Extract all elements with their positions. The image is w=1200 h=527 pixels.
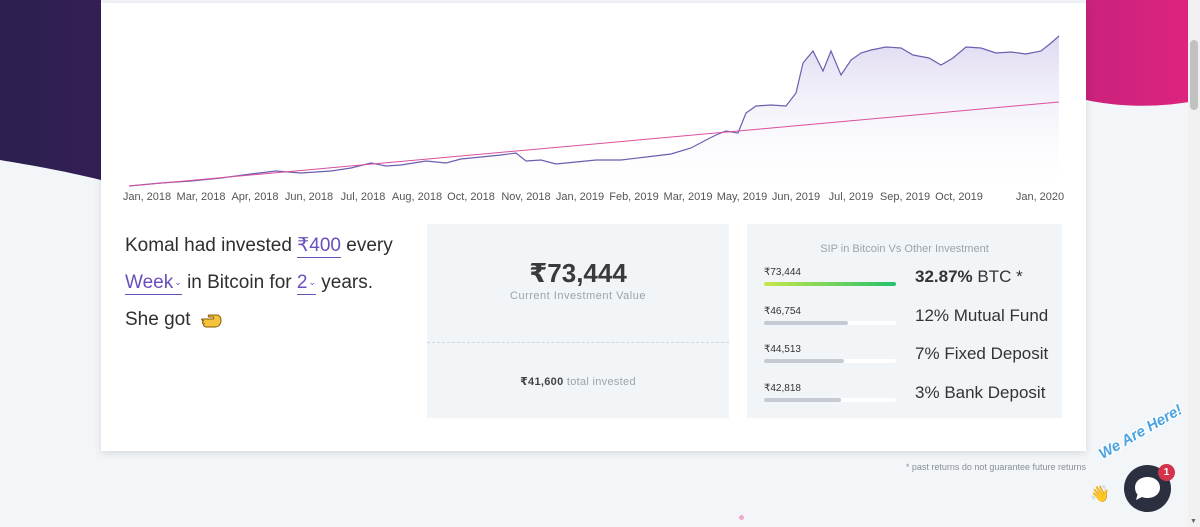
comparison-bar-track xyxy=(764,398,896,402)
current-investment-label: Current Investment Value xyxy=(510,290,646,302)
x-axis-label: Mar, 2018 xyxy=(176,191,226,203)
x-axis-label: Feb, 2019 xyxy=(609,191,659,203)
comparison-row-mutual-fund: ₹46,754 12% Mutual Fund xyxy=(764,306,1054,336)
x-axis-label: Jun, 2018 xyxy=(284,191,334,203)
comparison-bar-fill xyxy=(764,359,844,363)
comparison-title: SIP in Bitcoin Vs Other Investment xyxy=(820,243,989,255)
amount-input[interactable]: ₹400 xyxy=(297,235,341,258)
x-axis-label: Sep, 2019 xyxy=(879,191,931,203)
comparison-name: Fixed Deposit xyxy=(944,344,1049,363)
total-invested-amount: ₹41,600 xyxy=(520,376,564,388)
carousel-dot[interactable] xyxy=(739,515,744,520)
x-axis-label: Jun, 2019 xyxy=(771,191,821,203)
divider xyxy=(427,342,729,343)
value-area xyxy=(129,36,1059,186)
comparison-amount: ₹73,444 xyxy=(764,267,801,278)
scrollbar-thumb[interactable] xyxy=(1190,40,1198,110)
x-axis-label: Apr, 2018 xyxy=(231,191,279,203)
comparison-rate: 3% xyxy=(915,383,940,402)
total-invested-label: total invested xyxy=(566,376,636,388)
comparison-rate: 12% xyxy=(915,306,950,325)
comparison-bar-fill xyxy=(764,321,848,325)
sentence-text-2: every xyxy=(346,235,393,256)
x-axis-label: Jan, 2019 xyxy=(555,191,605,203)
investment-growth-chart xyxy=(128,35,1060,187)
comparison-bar-fill xyxy=(764,282,896,286)
pointing-hand-icon xyxy=(200,314,222,328)
x-axis-label: May, 2019 xyxy=(716,191,768,203)
comparison-name: BTC * xyxy=(977,267,1023,286)
sentence-text-5: She got xyxy=(125,309,191,331)
current-investment-value: ₹73,444 xyxy=(529,258,627,288)
x-axis-labels: Jan, 2018 Mar, 2018 Apr, 2018 Jun, 2018 Jul,… xyxy=(101,191,1086,207)
comparison-panel: SIP in Bitcoin Vs Other Investment ₹73,4… xyxy=(747,224,1062,418)
comparison-amount: ₹42,818 xyxy=(764,383,801,394)
sip-sentence: Komal had invested ₹400 every Week⌄ in B… xyxy=(125,227,425,338)
x-axis-label: Nov, 2018 xyxy=(501,191,551,203)
chat-bubble-icon xyxy=(1135,477,1160,500)
comparison-label: 3% Bank Deposit xyxy=(915,383,1045,403)
comparison-bar-track xyxy=(764,321,896,325)
comparison-row-fixed-deposit: ₹44,513 7% Fixed Deposit xyxy=(764,344,1054,374)
comparison-bar-track xyxy=(764,282,896,286)
chat-unread-badge: 1 xyxy=(1158,464,1175,481)
total-invested: ₹41,600 total invested xyxy=(427,375,729,388)
comparison-name: Mutual Fund xyxy=(953,306,1049,325)
frequency-value: Week xyxy=(125,272,174,293)
comparison-label: 12% Mutual Fund xyxy=(915,306,1048,326)
comparison-bar-track xyxy=(764,359,896,363)
years-select[interactable]: 2⌄ xyxy=(296,272,317,295)
comparison-row-btc: ₹73,444 32.87% BTC * xyxy=(764,267,1054,297)
comparison-label: 7% Fixed Deposit xyxy=(915,344,1048,364)
scroll-down-arrow-icon[interactable]: ▼ xyxy=(1190,518,1197,525)
invested-amount-line xyxy=(128,101,1060,187)
comparison-amount: ₹46,754 xyxy=(764,306,801,317)
past-returns-disclaimer: * past returns do not guarantee future r… xyxy=(905,462,1086,472)
chevron-down-icon: ⌄ xyxy=(174,277,182,288)
comparison-row-bank-deposit: ₹42,818 3% Bank Deposit xyxy=(764,383,1054,413)
x-axis-label: Jul, 2018 xyxy=(340,191,386,203)
x-axis-label: Oct, 2018 xyxy=(447,191,495,203)
x-axis-label: Mar, 2019 xyxy=(663,191,713,203)
comparison-label: 32.87% BTC * xyxy=(915,267,1023,287)
comparison-bar-fill xyxy=(764,398,841,402)
comparison-rate: 32.87% xyxy=(915,267,973,286)
x-axis-label: Jul, 2019 xyxy=(828,191,874,203)
waving-hand-icon: 👋 xyxy=(1090,486,1110,503)
x-axis-label: Jan, 2020 xyxy=(1015,191,1065,203)
sentence-text-3: in Bitcoin for xyxy=(187,272,292,293)
comparison-rate: 7% xyxy=(915,344,940,363)
result-panel: ₹73,444 Current Investment Value ₹41,600… xyxy=(427,224,729,418)
x-axis-label: Aug, 2018 xyxy=(391,191,443,203)
frequency-select[interactable]: Week⌄ xyxy=(125,272,182,295)
sip-calculator-card: Jan, 2018 Mar, 2018 Apr, 2018 Jun, 2018 Jul,… xyxy=(101,3,1086,451)
x-axis-label: Jan, 2018 xyxy=(122,191,172,203)
comparison-amount: ₹44,513 xyxy=(764,344,801,355)
sentence-text-1: Komal had invested xyxy=(125,235,292,256)
chevron-down-icon: ⌄ xyxy=(308,277,317,288)
sentence-text-4: years. xyxy=(321,272,374,293)
page-scrollbar[interactable]: ▼ xyxy=(1188,0,1200,527)
years-value: 2 xyxy=(296,272,308,293)
x-axis-label: Oct, 2019 xyxy=(935,191,983,203)
comparison-name: Bank Deposit xyxy=(944,383,1046,402)
